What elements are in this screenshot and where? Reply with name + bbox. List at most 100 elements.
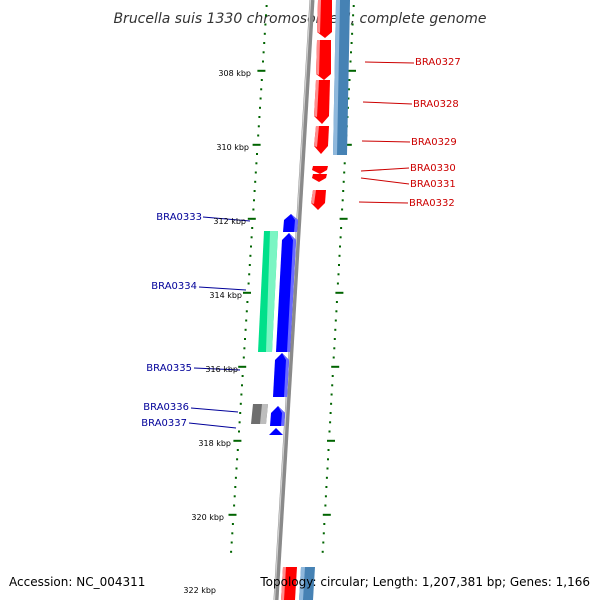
scale-minor-tick bbox=[262, 60, 264, 63]
scale-minor-tick bbox=[263, 32, 266, 35]
scale-minor-tick bbox=[327, 458, 329, 461]
scale-minor-tick bbox=[331, 384, 334, 387]
scale-minor-tick bbox=[349, 60, 352, 63]
tick-label-318: 318 kbp bbox=[198, 439, 231, 448]
scale-minor-tick bbox=[351, 23, 354, 26]
scale-labels: 308 kbp 310 kbp 312 kbp 314 kbp 316 kbp … bbox=[183, 69, 251, 595]
scale-minor-tick bbox=[342, 190, 345, 192]
label-bra0327[interactable]: BRA0327 bbox=[415, 57, 461, 68]
scale-minor-tick bbox=[347, 97, 350, 100]
scale-major-tick bbox=[238, 365, 247, 368]
scale-minor-tick bbox=[233, 504, 236, 507]
tick-label-312: 312 kbp bbox=[213, 217, 246, 226]
scale-minor-tick bbox=[339, 245, 341, 248]
pseudo-gene-track bbox=[251, 404, 268, 424]
scale-minor-tick bbox=[332, 356, 335, 359]
scale-minor-tick bbox=[244, 338, 246, 340]
scale-minor-tick bbox=[326, 467, 329, 470]
scale-minor-tick bbox=[255, 162, 258, 165]
map-title: Brucella suis 1330 chromosome II, comple… bbox=[113, 11, 486, 27]
scale-major-tick bbox=[257, 69, 266, 72]
scale-minor-tick bbox=[264, 23, 267, 26]
scale-minor-tick bbox=[265, 14, 267, 17]
scale-minor-tick bbox=[251, 227, 254, 229]
scale-minor-tick bbox=[325, 486, 328, 488]
scale-minor-tick bbox=[236, 458, 239, 461]
reverse-rna-track bbox=[258, 231, 278, 352]
scale-minor-tick bbox=[258, 116, 261, 118]
scale-minor-tick bbox=[336, 282, 339, 285]
label-bra0332[interactable]: BRA0332 bbox=[409, 198, 455, 209]
scale-minor-tick bbox=[230, 541, 233, 544]
scale-minor-tick bbox=[262, 51, 265, 54]
scale-minor-tick bbox=[259, 97, 262, 100]
label-bra0336[interactable]: BRA0336 bbox=[143, 402, 189, 413]
scale-minor-tick bbox=[238, 421, 241, 424]
scale-minor-tick bbox=[325, 476, 328, 479]
scale-major-tick bbox=[233, 439, 242, 442]
label-bra0330[interactable]: BRA0330 bbox=[410, 163, 456, 174]
scale-minor-tick bbox=[334, 328, 337, 331]
scale-minor-tick bbox=[329, 421, 332, 424]
scale-minor-tick bbox=[347, 88, 350, 91]
label-bra0328[interactable]: BRA0328 bbox=[413, 99, 459, 110]
label-bra0333[interactable]: BRA0333 bbox=[156, 212, 202, 223]
gene-bra0330 bbox=[312, 166, 328, 174]
scale-minor-tick bbox=[231, 532, 234, 535]
scale-minor-tick bbox=[234, 476, 237, 479]
scale-minor-tick bbox=[253, 199, 255, 202]
scale-minor-tick bbox=[343, 162, 346, 165]
scale-minor-tick bbox=[343, 171, 346, 174]
scale-minor-tick bbox=[230, 550, 233, 553]
reverse-gene-labels: BRA0333 BRA0334 BRA0335 BRA0336 BRA0337 bbox=[141, 212, 202, 429]
topology-text: Topology: circular; Length: 1,207,381 bp… bbox=[259, 575, 590, 589]
scale-minor-tick bbox=[351, 32, 354, 35]
reverse-gene-track bbox=[269, 214, 298, 435]
scale-minor-tick bbox=[352, 5, 355, 7]
label-bra0331[interactable]: BRA0331 bbox=[410, 179, 456, 190]
scale-minor-tick bbox=[265, 5, 268, 7]
scale-minor-tick bbox=[331, 375, 334, 377]
tick-label-320: 320 kbp bbox=[191, 513, 224, 522]
label-bra0334[interactable]: BRA0334 bbox=[151, 281, 197, 292]
forward-gene-track bbox=[281, 0, 332, 600]
scale-minor-tick bbox=[257, 134, 260, 137]
scale-minor-tick bbox=[254, 171, 257, 174]
scale-minor-tick bbox=[350, 51, 352, 54]
scale-minor-tick bbox=[335, 310, 338, 313]
scale-minor-tick bbox=[263, 42, 266, 44]
label-bra0337[interactable]: BRA0337 bbox=[141, 418, 187, 429]
scale-minor-tick bbox=[248, 264, 251, 266]
scale-major-tick bbox=[327, 439, 335, 442]
tick-label-308: 308 kbp bbox=[218, 69, 251, 78]
scale-minor-tick bbox=[245, 319, 248, 322]
tick-label-316: 316 kbp bbox=[205, 365, 238, 374]
scale-minor-tick bbox=[242, 356, 245, 359]
scale-minor-tick bbox=[244, 328, 247, 331]
label-bra0329[interactable]: BRA0329 bbox=[411, 137, 457, 148]
scale-minor-tick bbox=[239, 402, 242, 405]
scale-minor-tick bbox=[236, 449, 239, 451]
scale-major-tick bbox=[322, 513, 331, 516]
scale-minor-tick bbox=[256, 153, 258, 155]
scale-minor-tick bbox=[235, 467, 238, 470]
scale-minor-tick bbox=[323, 523, 326, 525]
gene-bra0327 bbox=[316, 40, 331, 80]
scale-major-tick bbox=[339, 217, 348, 220]
label-bra0335[interactable]: BRA0335 bbox=[146, 363, 192, 374]
scale-minor-tick bbox=[342, 180, 345, 183]
scale-major-tick bbox=[252, 143, 261, 146]
scale-minor-tick bbox=[329, 412, 332, 414]
gene-bra0331 bbox=[312, 174, 327, 182]
scale-major-tick bbox=[228, 513, 237, 516]
scale-minor-tick bbox=[338, 264, 340, 266]
scale-minor-tick bbox=[337, 273, 340, 276]
scale-minor-tick bbox=[231, 523, 234, 525]
scale-minor-tick bbox=[333, 338, 336, 340]
scale-minor-tick bbox=[254, 180, 257, 183]
scale-minor-tick bbox=[248, 273, 251, 276]
scale-major-tick bbox=[331, 365, 340, 368]
scale-minor-tick bbox=[339, 236, 342, 239]
scale-minor-tick bbox=[240, 393, 243, 396]
